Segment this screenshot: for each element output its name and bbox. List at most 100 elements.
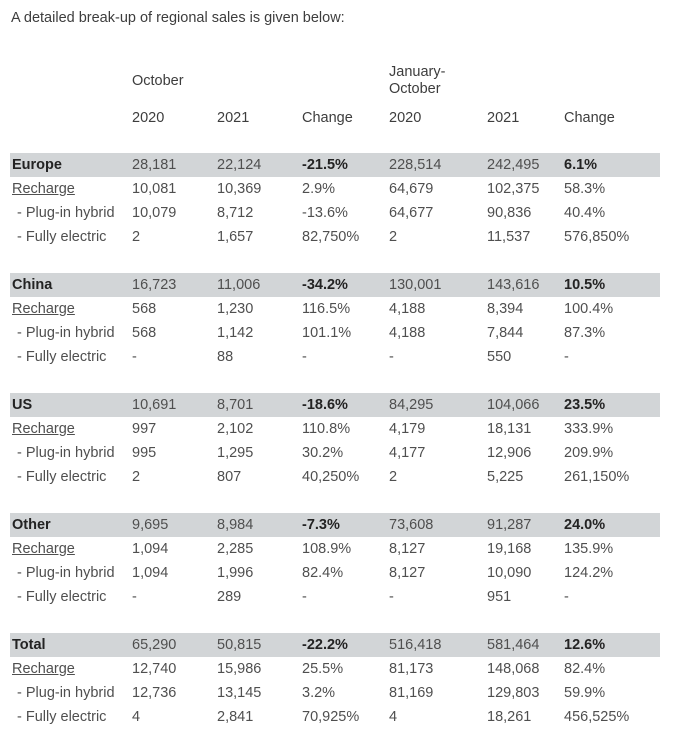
cell-ytd-2020: 516,418 bbox=[387, 633, 485, 657]
cell-ytd-2020: 130,001 bbox=[387, 273, 485, 297]
table-row-recharge: Recharge 568 1,230 116.5% 4,188 8,394 10… bbox=[10, 297, 660, 321]
cell-oct-change: 40,250% bbox=[302, 469, 360, 485]
cell-oct-change: -34.2% bbox=[300, 273, 387, 297]
table-row-fully-electric: - Fully electric 4 2,841 70,925% 4 18,26… bbox=[10, 705, 660, 729]
cell-oct-2020: 16,723 bbox=[130, 273, 215, 297]
cell-ytd-2021: 104,066 bbox=[485, 393, 562, 417]
col-group-october: October bbox=[132, 72, 184, 89]
cell-ytd-2020: 228,514 bbox=[387, 153, 485, 177]
cell-oct-2021: 289 bbox=[217, 589, 242, 605]
cell-oct-2021: 2,102 bbox=[217, 421, 254, 437]
section-spacer bbox=[10, 129, 660, 153]
cell-ytd-change: 87.3% bbox=[564, 325, 606, 341]
cell-oct-2020: 1,094 bbox=[132, 565, 169, 581]
corner-cell bbox=[10, 101, 130, 129]
cell-oct-2020: 10,081 bbox=[132, 181, 177, 197]
region-label: China bbox=[10, 273, 130, 297]
cell-oct-2021: 88 bbox=[217, 349, 234, 365]
cell-oct-2021: 8,984 bbox=[215, 513, 300, 537]
region-label: US bbox=[10, 393, 130, 417]
cell-ytd-change: - bbox=[564, 349, 569, 365]
corner-cell bbox=[10, 61, 130, 101]
cell-oct-2020: 10,079 bbox=[132, 205, 177, 221]
region-label: Europe bbox=[10, 153, 130, 177]
cell-ytd-change: 59.9% bbox=[564, 685, 606, 701]
page-title: A detailed break-up of regional sales is… bbox=[11, 10, 345, 26]
section-spacer bbox=[10, 489, 660, 513]
cell-oct-change: -13.6% bbox=[302, 205, 348, 221]
row-label-plug-in-hybrid: - Plug-in hybrid bbox=[17, 685, 115, 701]
cell-oct-change: 101.1% bbox=[302, 325, 352, 341]
table-row-region-total: Total 65,290 50,815 -22.2% 516,418 581,4… bbox=[10, 633, 660, 657]
cell-ytd-2020: 4,179 bbox=[389, 421, 426, 437]
year-header-ytd-change: Change bbox=[564, 110, 615, 126]
cell-ytd-2020: 84,295 bbox=[387, 393, 485, 417]
cell-ytd-change: 40.4% bbox=[564, 205, 606, 221]
cell-ytd-2020: 2 bbox=[389, 229, 398, 245]
cell-ytd-change: - bbox=[564, 589, 569, 605]
cell-oct-2021: 50,815 bbox=[215, 633, 300, 657]
section-spacer bbox=[10, 609, 660, 633]
cell-oct-2020: 28,181 bbox=[130, 153, 215, 177]
cell-oct-change: 116.5% bbox=[302, 301, 351, 317]
cell-oct-change: 82.4% bbox=[302, 565, 344, 581]
cell-ytd-change: 456,525% bbox=[564, 709, 630, 725]
cell-oct-2021: 22,124 bbox=[215, 153, 300, 177]
cell-oct-change: - bbox=[302, 349, 307, 365]
row-label-plug-in-hybrid: - Plug-in hybrid bbox=[17, 205, 115, 221]
cell-oct-change: -7.3% bbox=[300, 513, 387, 537]
cell-oct-change: 82,750% bbox=[302, 229, 360, 245]
table-row-fully-electric: - Fully electric - 88 - - 550 - bbox=[10, 345, 660, 369]
year-header-oct-2021: 2021 bbox=[217, 110, 250, 126]
empty-cell bbox=[562, 61, 660, 101]
cell-ytd-2021: 12,906 bbox=[487, 445, 532, 461]
cell-ytd-change: 23.5% bbox=[562, 393, 660, 417]
table-row-fully-electric: - Fully electric 2 807 40,250% 2 5,225 2… bbox=[10, 465, 660, 489]
year-header-oct-change: Change bbox=[302, 110, 353, 126]
year-header-oct-2020: 2020 bbox=[132, 110, 165, 126]
cell-ytd-2021: 19,168 bbox=[487, 541, 532, 557]
cell-ytd-change: 333.9% bbox=[564, 421, 614, 437]
row-label-recharge: Recharge bbox=[12, 541, 75, 557]
cell-oct-2021: 2,841 bbox=[217, 709, 254, 725]
year-header-row: 2020 2021 Change 2020 2021 Change bbox=[10, 101, 660, 129]
cell-ytd-2021: 242,495 bbox=[485, 153, 562, 177]
cell-ytd-2021: 129,803 bbox=[487, 685, 540, 701]
row-label-plug-in-hybrid: - Plug-in hybrid bbox=[17, 565, 115, 581]
row-label-recharge: Recharge bbox=[12, 181, 75, 197]
cell-oct-change: 108.9% bbox=[302, 541, 352, 557]
cell-oct-2020: 12,736 bbox=[132, 685, 177, 701]
cell-ytd-2021: 91,287 bbox=[485, 513, 562, 537]
cell-oct-change: 70,925% bbox=[302, 709, 360, 725]
cell-ytd-2021: 11,537 bbox=[487, 229, 531, 245]
table-row-recharge: Recharge 1,094 2,285 108.9% 8,127 19,168… bbox=[10, 537, 660, 561]
table-row-recharge: Recharge 12,740 15,986 25.5% 81,173 148,… bbox=[10, 657, 660, 681]
row-label-recharge: Recharge bbox=[12, 661, 75, 677]
cell-ytd-2020: - bbox=[389, 589, 394, 605]
table-row-recharge: Recharge 997 2,102 110.8% 4,179 18,131 3… bbox=[10, 417, 660, 441]
cell-ytd-2020: 8,127 bbox=[389, 565, 426, 581]
cell-oct-2020: 568 bbox=[132, 301, 157, 317]
row-label-fully-electric: - Fully electric bbox=[17, 229, 107, 245]
regional-sales-table: October January-October 2020 2021 Change… bbox=[10, 61, 660, 729]
cell-ytd-change: 576,850% bbox=[564, 229, 630, 245]
cell-oct-2020: 2 bbox=[132, 229, 141, 245]
cell-ytd-change: 82.4% bbox=[564, 661, 606, 677]
empty-cell bbox=[300, 61, 387, 101]
row-label-plug-in-hybrid: - Plug-in hybrid bbox=[17, 445, 115, 461]
cell-oct-2021: 1,657 bbox=[217, 229, 254, 245]
cell-ytd-2020: 2 bbox=[389, 469, 398, 485]
cell-oct-change: 2.9% bbox=[302, 181, 336, 197]
cell-oct-2021: 1,996 bbox=[217, 565, 254, 581]
cell-oct-2020: - bbox=[132, 349, 137, 365]
table-row-plug-in-hybrid: - Plug-in hybrid 10,079 8,712 -13.6% 64,… bbox=[10, 201, 660, 225]
cell-oct-change: 3.2% bbox=[302, 685, 336, 701]
table-row-plug-in-hybrid: - Plug-in hybrid 568 1,142 101.1% 4,188 … bbox=[10, 321, 660, 345]
cell-ytd-2021: 550 bbox=[487, 349, 512, 365]
cell-ytd-2021: 581,464 bbox=[485, 633, 562, 657]
cell-ytd-2020: 64,679 bbox=[389, 181, 434, 197]
cell-oct-2020: - bbox=[132, 589, 137, 605]
cell-ytd-2021: 10,090 bbox=[487, 565, 532, 581]
region-label: Total bbox=[10, 633, 130, 657]
cell-ytd-2020: 4,188 bbox=[389, 301, 426, 317]
